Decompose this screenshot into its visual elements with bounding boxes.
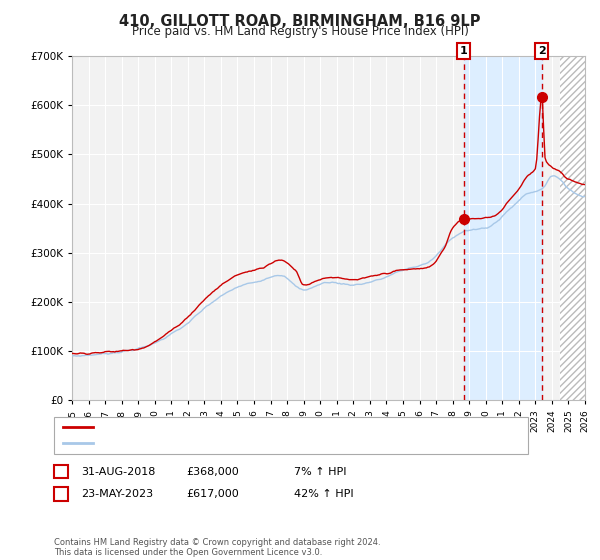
Text: 1: 1 (460, 46, 467, 56)
Text: 7% ↑ HPI: 7% ↑ HPI (294, 466, 347, 477)
Bar (560, 56, 585, 400)
Text: 410, GILLOTT ROAD, BIRMINGHAM, B16 9LP: 410, GILLOTT ROAD, BIRMINGHAM, B16 9LP (119, 14, 481, 29)
Text: 42% ↑ HPI: 42% ↑ HPI (294, 489, 353, 499)
Text: £368,000: £368,000 (186, 466, 239, 477)
Text: 410, GILLOTT ROAD, BIRMINGHAM, B16 9LP (detached house): 410, GILLOTT ROAD, BIRMINGHAM, B16 9LP (… (99, 422, 421, 432)
Bar (464, 56, 542, 400)
Text: 23-MAY-2023: 23-MAY-2023 (81, 489, 153, 499)
Text: £617,000: £617,000 (186, 489, 239, 499)
Text: 1: 1 (58, 466, 65, 477)
Text: 2: 2 (538, 46, 545, 56)
Text: 2: 2 (58, 489, 65, 499)
Bar (560, 56, 585, 400)
Text: HPI: Average price, detached house, Birmingham: HPI: Average price, detached house, Birm… (99, 438, 356, 449)
Text: Contains HM Land Registry data © Crown copyright and database right 2024.
This d: Contains HM Land Registry data © Crown c… (54, 538, 380, 557)
Text: Price paid vs. HM Land Registry's House Price Index (HPI): Price paid vs. HM Land Registry's House … (131, 25, 469, 38)
Text: 31-AUG-2018: 31-AUG-2018 (81, 466, 155, 477)
